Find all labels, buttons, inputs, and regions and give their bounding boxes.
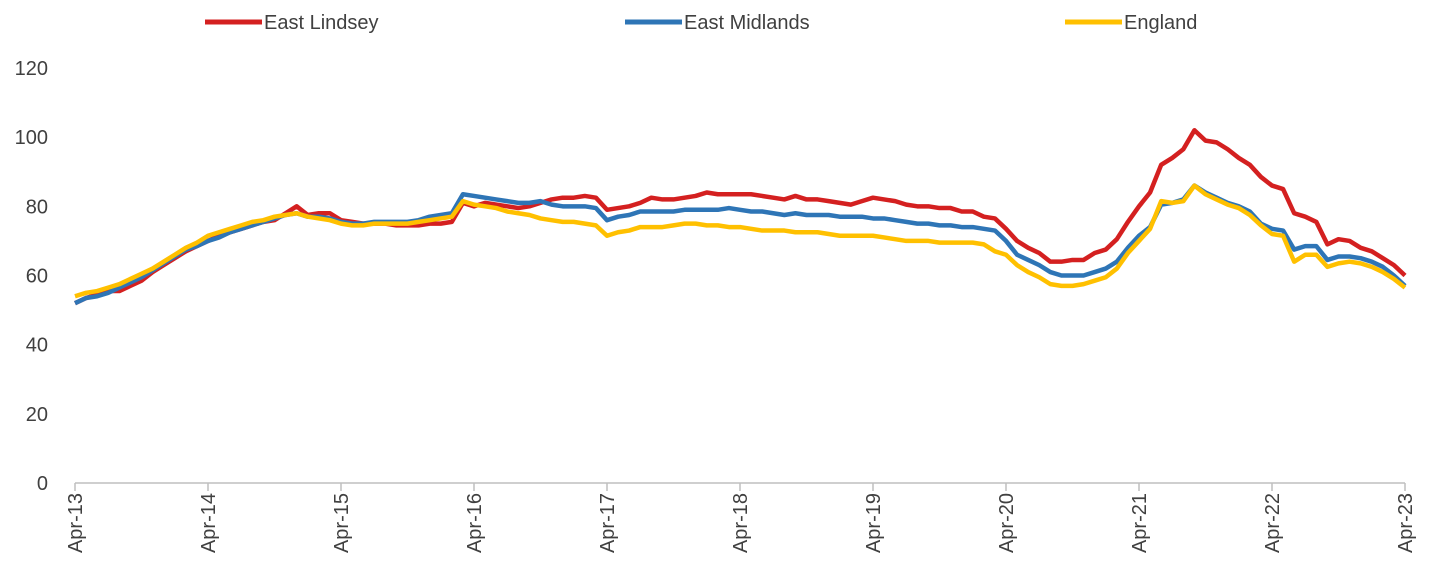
x-tick-label: Apr-14 [198,493,220,553]
y-tick-label: 80 [26,196,48,218]
y-tick-label: 40 [26,335,48,357]
x-tick-label: Apr-19 [863,493,885,553]
x-tick-label: Apr-20 [996,493,1018,553]
legend-label: England [1124,12,1197,34]
x-tick-label: Apr-17 [597,493,619,553]
x-tick-label: Apr-16 [464,493,486,553]
x-tick-label: Apr-22 [1262,493,1284,553]
x-tick-label: Apr-21 [1129,493,1151,553]
series-line [74,128,1407,306]
series-line [74,183,1407,299]
y-tick-label: 20 [26,404,48,426]
y-tick-label: 120 [15,58,48,80]
legend-label: East Lindsey [264,12,379,34]
x-tick-label: Apr-23 [1395,493,1417,553]
y-tick-label: 100 [15,127,48,149]
y-tick-label: 60 [26,266,48,288]
legend-label: East Midlands [684,12,810,34]
y-tick-label: 0 [37,473,48,495]
x-tick-label: Apr-18 [730,493,752,553]
x-tick-label: Apr-13 [65,493,87,553]
x-tick-label: Apr-15 [331,493,353,553]
series-line [74,183,1407,306]
